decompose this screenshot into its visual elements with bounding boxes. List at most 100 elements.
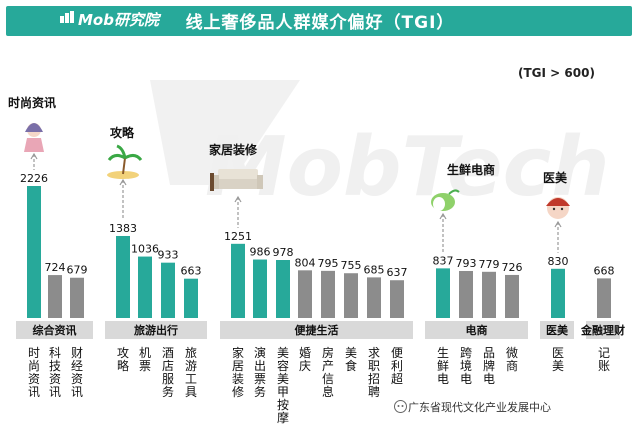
bar-value-label: 779 [479, 258, 500, 271]
bar [298, 270, 312, 318]
bar-value-label: 986 [250, 246, 271, 259]
category-label-char: 店 [162, 359, 174, 373]
bar [367, 277, 381, 318]
fashion-woman-icon [24, 123, 44, 152]
bar-value-label: 755 [341, 259, 362, 272]
category-label-char: 时 [28, 346, 40, 360]
group-label: 金融理财 [580, 323, 625, 337]
bar-value-label: 793 [456, 257, 477, 270]
group-box [540, 321, 574, 339]
group-label: 综合资讯 [33, 323, 77, 337]
header: Mob研究院 线上奢侈品人群媒介偏好（TGI） [0, 0, 640, 44]
category-label-char: 房 [322, 345, 334, 360]
bar [253, 259, 267, 318]
bar [505, 274, 519, 318]
callout-label: 医美 [543, 170, 568, 185]
category-label-char: 利 [391, 359, 403, 373]
category-label-char: 电 [437, 372, 449, 386]
watermark-shape [150, 80, 300, 185]
bar-value-label: 726 [502, 261, 523, 274]
category-label-char: 容 [277, 358, 289, 373]
category-label-char: 按 [277, 398, 289, 412]
group-box [105, 321, 207, 339]
category-label-char: 聘 [368, 385, 380, 399]
page-title: 线上奢侈品人群媒介偏好（TGI） [185, 13, 455, 33]
category-label-char: 技 [49, 359, 61, 373]
wechat-icon [394, 400, 407, 413]
category-label-char: 甲 [277, 385, 289, 399]
category-label: 生鲜电 [437, 346, 449, 386]
category-label-char: 产 [322, 359, 334, 373]
bar-value-label: 837 [433, 254, 454, 267]
bar [436, 268, 450, 318]
watermark: MobTech [150, 80, 610, 215]
callout-label: 攻略 [110, 125, 135, 140]
bar-value-label: 830 [548, 255, 569, 268]
category-label-char: 美 [277, 346, 289, 360]
category-label-char: 务 [254, 384, 266, 399]
watermark-text: MobTech [205, 120, 610, 215]
category-label-char: 家 [232, 345, 244, 360]
bar-value-label: 685 [364, 263, 385, 276]
group-box [16, 321, 93, 339]
category-label-char: 装 [232, 372, 244, 386]
bar [390, 280, 404, 318]
category-label-char: 讯 [28, 385, 40, 399]
bar [459, 270, 473, 318]
callout-arrow-head [439, 212, 447, 220]
category-label-char: 息 [322, 384, 334, 399]
category-label: 便利超 [391, 346, 403, 386]
bar-value-label: 804 [295, 256, 316, 269]
category-label-char: 出 [254, 359, 266, 373]
bar-value-label: 2226 [20, 172, 48, 185]
category-label: 家居装修 [232, 345, 244, 399]
beach-palm-icon [107, 144, 143, 179]
category-label-char: 便 [391, 346, 403, 360]
bar-value-label: 795 [318, 257, 339, 270]
category-label-char: 摩 [277, 410, 289, 425]
bar [231, 243, 245, 318]
category-label-char: 医 [552, 346, 564, 360]
category-label-char: 婚 [299, 346, 311, 360]
group-box [220, 321, 413, 339]
bar-value-label: 663 [181, 265, 202, 278]
category-label-char: 求 [368, 346, 380, 360]
bar [27, 186, 41, 318]
mob-logo-icon [60, 11, 74, 23]
threshold-note: (TGI > 600) [518, 66, 595, 80]
callout-label: 生鲜电商 [447, 162, 495, 177]
callout-arrow-head [554, 220, 562, 228]
category-label-char: 讯 [71, 385, 83, 399]
category-label-char: 演 [254, 345, 266, 360]
category-label-char: 经 [71, 359, 83, 373]
bar-value-label: 637 [387, 266, 408, 279]
category-label-char: 电 [483, 372, 495, 386]
category-label-char: 记 [598, 346, 610, 360]
category-label: 婚庆 [299, 346, 311, 373]
group-label: 旅游出行 [134, 323, 178, 337]
category-label-char: 庆 [299, 359, 311, 373]
bar [276, 260, 290, 318]
bar [597, 278, 611, 318]
bar-value-label: 1036 [131, 243, 159, 256]
group-label: 电商 [466, 323, 488, 337]
category-label-char: 居 [232, 359, 244, 373]
category-label-char: 招 [368, 372, 380, 386]
category-label: 医美 [552, 346, 564, 373]
bar [184, 278, 198, 318]
group-label: 医美 [546, 323, 569, 337]
bar-value-label: 1251 [224, 230, 252, 243]
bar [48, 275, 62, 318]
category-label-char: 牌 [483, 359, 495, 373]
bar-value-label: 724 [45, 261, 66, 274]
category-label-char: 职 [368, 359, 380, 373]
category-label-char: 财 [71, 346, 83, 360]
category-label-char: 美 [552, 359, 564, 373]
